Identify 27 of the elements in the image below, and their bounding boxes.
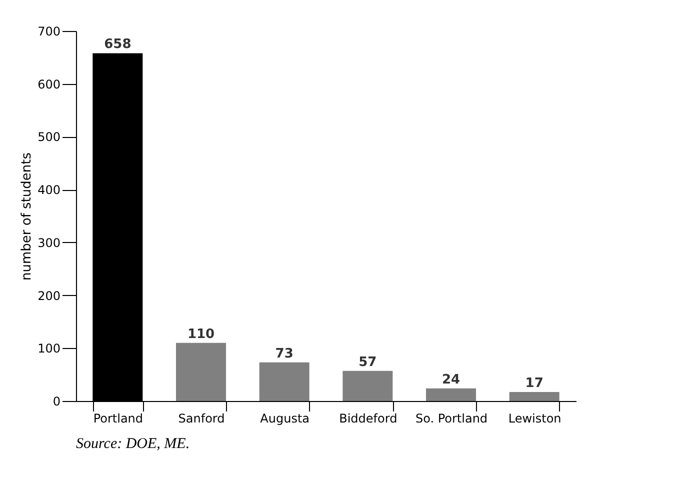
data-label: 73 <box>275 346 294 362</box>
bar <box>426 388 476 401</box>
y-tick-label: 300 <box>38 236 60 250</box>
y-tick-label: 400 <box>38 183 60 198</box>
data-label: 110 <box>187 326 215 342</box>
y-tick-label: 500 <box>38 130 60 144</box>
x-tick-label: Sanford <box>178 412 225 426</box>
bar <box>509 392 560 401</box>
data-label: 24 <box>442 372 460 388</box>
x-tick-label: So. Portland <box>415 412 488 426</box>
y-tick-label: 200 <box>38 288 60 303</box>
y-tick-label: 700 <box>38 24 60 38</box>
data-label: 17 <box>525 376 544 392</box>
y-tick-label: 600 <box>38 77 60 92</box>
data-label: 57 <box>358 354 377 370</box>
data-label: 658 <box>104 37 132 52</box>
x-tick-label: Biddeford <box>339 412 398 426</box>
x-tick-label: Augusta <box>260 412 310 426</box>
x-tick-label: Portland <box>93 412 144 426</box>
bar <box>176 342 226 401</box>
x-tick-label: Lewiston <box>508 412 562 426</box>
y-tick-label: 100 <box>38 342 60 356</box>
bar <box>342 370 393 401</box>
source-note: Source: DOE, ME. <box>76 436 190 452</box>
y-axis-title: number of students <box>20 152 35 281</box>
y-tick-label: 0 <box>52 394 60 408</box>
bar <box>259 362 310 401</box>
